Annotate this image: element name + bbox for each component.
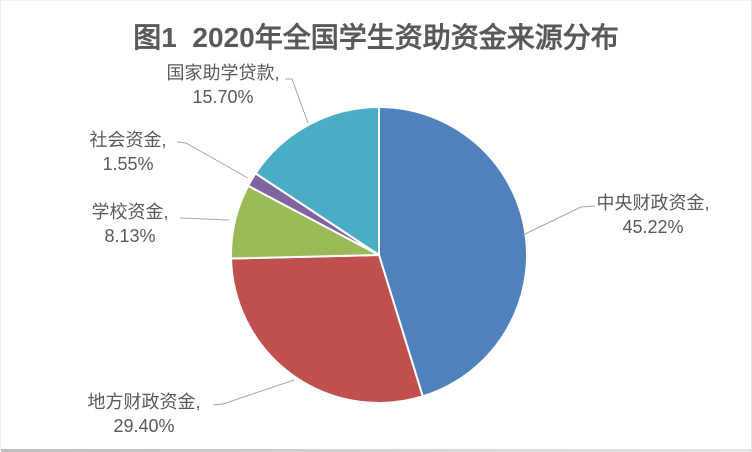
pie-slice-地方财政资金[interactable] [230, 254, 424, 404]
callout-local-fiscal-funds: 地方财政资金, 29.40% [87, 390, 200, 438]
callout-social-funds: 社会资金, 1.55% [89, 128, 166, 176]
leader-line-中央财政资金 [522, 205, 596, 236]
pie-slice-中央财政资金[interactable] [378, 106, 528, 398]
callout-value: 15.70% [192, 87, 254, 107]
leader-line-地方财政资金 [212, 379, 295, 406]
callout-value: 1.55% [102, 154, 154, 174]
callout-label: 学校资金, [91, 202, 169, 222]
callout-national-student-loans: 国家助学贷款, 15.70% [166, 61, 279, 109]
chart-title: 图1 2020年全国学生资助资金来源分布 [133, 22, 619, 53]
leader-line-社会资金 [176, 141, 249, 179]
leader-line-学校资金 [179, 217, 230, 221]
callout-label: 地方财政资金, [87, 392, 201, 412]
callout-label: 国家助学贷款, [166, 63, 280, 83]
leader-line-国家助学贷款 [285, 78, 309, 124]
callout-value: 45.22% [622, 217, 684, 237]
pie-slice-国家助学贷款[interactable] [254, 106, 380, 256]
callout-value: 8.13% [104, 226, 156, 246]
callout-central-fiscal-funds: 中央财政资金, 45.22% [596, 191, 709, 239]
callout-value: 29.40% [113, 416, 175, 436]
bottom-shadow-bar [1, 449, 751, 452]
callout-school-funds: 学校资金, 8.13% [91, 200, 168, 248]
callout-label: 中央财政资金, [596, 193, 710, 213]
callout-label: 社会资金, [89, 130, 167, 150]
